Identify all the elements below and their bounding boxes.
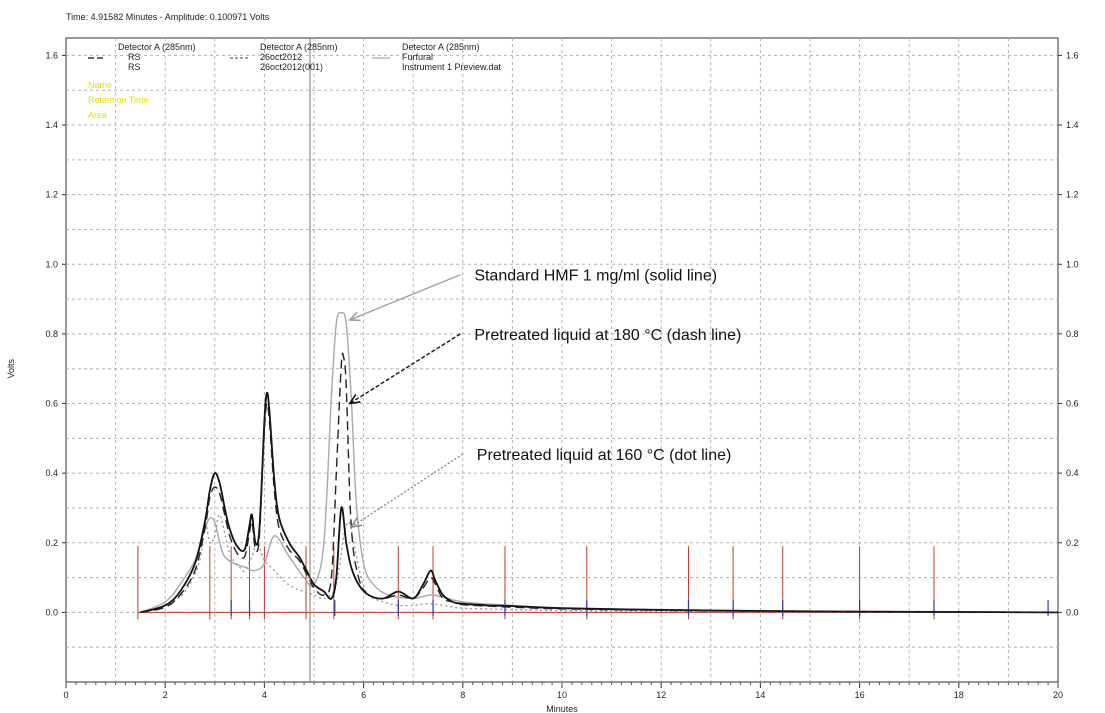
x-tick-label: 16 xyxy=(855,690,865,700)
x-tick-label: 4 xyxy=(262,690,267,700)
legend-detector-label: Detector A (285nm) xyxy=(118,42,196,52)
y-tick-label-right: 0.0 xyxy=(1066,607,1079,617)
x-tick-label: 6 xyxy=(361,690,366,700)
y-tick-label-left: 0.4 xyxy=(45,468,58,478)
peak-markers xyxy=(137,546,1049,620)
series-line-26oct2012 xyxy=(140,352,1059,614)
peak-label-field: Name xyxy=(88,80,112,90)
y-tick-label-left: 1.6 xyxy=(45,50,58,60)
x-axis-label: Minutes xyxy=(546,704,578,713)
y-tick-label-right: 1.6 xyxy=(1066,50,1079,60)
annotation-text: Standard HMF 1 mg/ml (solid line) xyxy=(474,268,717,285)
series-layer xyxy=(140,311,1059,614)
annotation-text: Pretreated liquid at 160 °C (dot line) xyxy=(477,447,732,464)
legend-entry-label: RS xyxy=(128,62,141,72)
y-tick-label-right: 0.6 xyxy=(1066,399,1079,409)
cursor-readout: Time: 4.91582 Minutes - Amplitude: 0.100… xyxy=(66,12,270,22)
legend-detector-label: Detector A (285nm) xyxy=(402,42,480,52)
y-tick-label-right: 1.0 xyxy=(1066,259,1079,269)
legend-detector-label: Detector A (285nm) xyxy=(260,42,338,52)
x-tick-label: 14 xyxy=(755,690,765,700)
x-tick-label: 2 xyxy=(163,690,168,700)
y-tick-label-left: 0.0 xyxy=(45,607,58,617)
x-tick-label: 18 xyxy=(954,690,964,700)
legend-entry-label: Furfural xyxy=(402,52,433,62)
legend-entry-label: RS xyxy=(128,52,141,62)
x-tick-label: 0 xyxy=(63,690,68,700)
x-tick-label: 8 xyxy=(460,690,465,700)
annotations: Standard HMF 1 mg/ml (solid line) Pretrea… xyxy=(350,268,741,527)
y-tick-label-right: 1.4 xyxy=(1066,120,1079,130)
annotation-arrow xyxy=(350,274,461,320)
peak-label-field: Retention Time xyxy=(88,95,149,105)
y-tick-label-right: 0.8 xyxy=(1066,329,1079,339)
y-tick-label-right: 1.2 xyxy=(1066,190,1079,200)
x-tick-label: 12 xyxy=(656,690,666,700)
y-axis-label: Volts xyxy=(6,358,16,378)
annotation-text: Pretreated liquid at 180 °C (dash line) xyxy=(474,327,741,344)
legend-entry-label: 26oct2012 xyxy=(260,52,302,62)
x-tick-label: 10 xyxy=(557,690,567,700)
axes-layer: 0 2 4 6 8 10 12 14 16 18 20 0.0 0.0 0.2 0.2 0.4 0.4 0.6 0.… xyxy=(6,38,1079,713)
x-tick-label: 20 xyxy=(1053,690,1063,700)
y-tick-label-left: 1.0 xyxy=(45,259,58,269)
y-tick-label-left: 1.2 xyxy=(45,190,58,200)
y-tick-label-left: 0.6 xyxy=(45,399,58,409)
series-line-rs xyxy=(140,391,1059,614)
legend-entry-label: Instrument 1 Preview.dat xyxy=(402,62,502,72)
y-tick-label-left: 1.4 xyxy=(45,120,58,130)
y-tick-label-right: 0.4 xyxy=(1066,468,1079,478)
y-tick-label-right: 0.2 xyxy=(1066,538,1079,548)
annotation-arrow xyxy=(350,333,461,404)
y-tick-label-left: 0.8 xyxy=(45,329,58,339)
peak-label-field: Area xyxy=(88,110,107,120)
y-tick-label-left: 0.2 xyxy=(45,538,58,548)
legend-entry-label: 26oct2012(001) xyxy=(260,62,323,72)
